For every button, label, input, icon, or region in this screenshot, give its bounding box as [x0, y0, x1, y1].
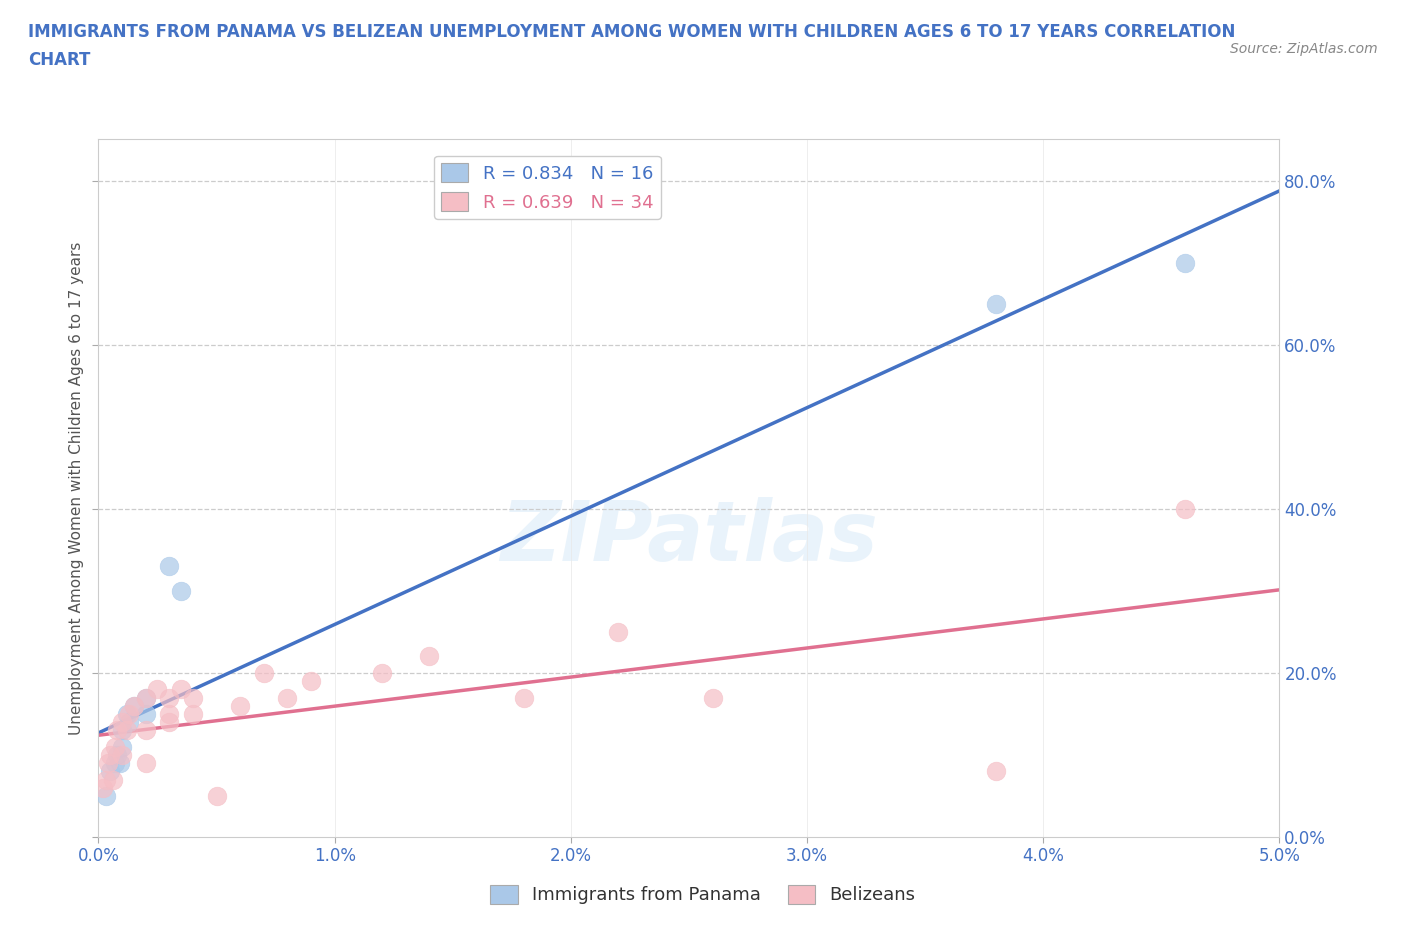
Point — [170, 682, 193, 697]
Point — [607, 624, 630, 639]
Point — [181, 707, 204, 722]
Point — [115, 723, 138, 737]
Point — [1174, 501, 1197, 516]
Point — [94, 789, 117, 804]
Point — [135, 707, 157, 722]
Legend: Immigrants from Panama, Belizeans: Immigrants from Panama, Belizeans — [484, 877, 922, 911]
Point — [135, 756, 157, 771]
Text: IMMIGRANTS FROM PANAMA VS BELIZEAN UNEMPLOYMENT AMONG WOMEN WITH CHILDREN AGES 6: IMMIGRANTS FROM PANAMA VS BELIZEAN UNEMP… — [28, 23, 1236, 41]
Point — [101, 772, 124, 787]
Point — [98, 764, 121, 778]
Point — [104, 739, 127, 754]
Point — [118, 707, 141, 722]
Point — [229, 698, 252, 713]
Point — [111, 739, 134, 754]
Point — [135, 723, 157, 737]
Point — [105, 723, 128, 737]
Point — [170, 583, 193, 598]
Point — [205, 789, 228, 804]
Point — [111, 723, 134, 737]
Point — [418, 649, 440, 664]
Point — [512, 690, 534, 705]
Point — [1174, 255, 1197, 270]
Text: ZIPatlas: ZIPatlas — [501, 497, 877, 578]
Point — [118, 714, 141, 729]
Point — [253, 666, 276, 681]
Point — [108, 756, 131, 771]
Point — [111, 714, 134, 729]
Point — [111, 748, 134, 763]
Point — [115, 707, 138, 722]
Point — [181, 690, 204, 705]
Legend: R = 0.834   N = 16, R = 0.639   N = 34: R = 0.834 N = 16, R = 0.639 N = 34 — [434, 155, 661, 219]
Point — [157, 707, 180, 722]
Point — [91, 780, 114, 795]
Point — [157, 559, 180, 574]
Point — [97, 756, 120, 771]
Point — [135, 690, 157, 705]
Point — [157, 690, 180, 705]
Point — [146, 682, 169, 697]
Point — [299, 673, 322, 688]
Point — [371, 666, 394, 681]
Point — [94, 772, 117, 787]
Point — [122, 698, 145, 713]
Point — [98, 748, 121, 763]
Point — [984, 296, 1007, 311]
Y-axis label: Unemployment Among Women with Children Ages 6 to 17 years: Unemployment Among Women with Children A… — [69, 242, 84, 735]
Point — [122, 698, 145, 713]
Point — [157, 714, 180, 729]
Point — [276, 690, 298, 705]
Point — [984, 764, 1007, 778]
Text: Source: ZipAtlas.com: Source: ZipAtlas.com — [1230, 42, 1378, 56]
Point — [104, 756, 127, 771]
Text: CHART: CHART — [28, 51, 90, 69]
Point — [702, 690, 724, 705]
Point — [105, 748, 128, 763]
Point — [135, 690, 157, 705]
